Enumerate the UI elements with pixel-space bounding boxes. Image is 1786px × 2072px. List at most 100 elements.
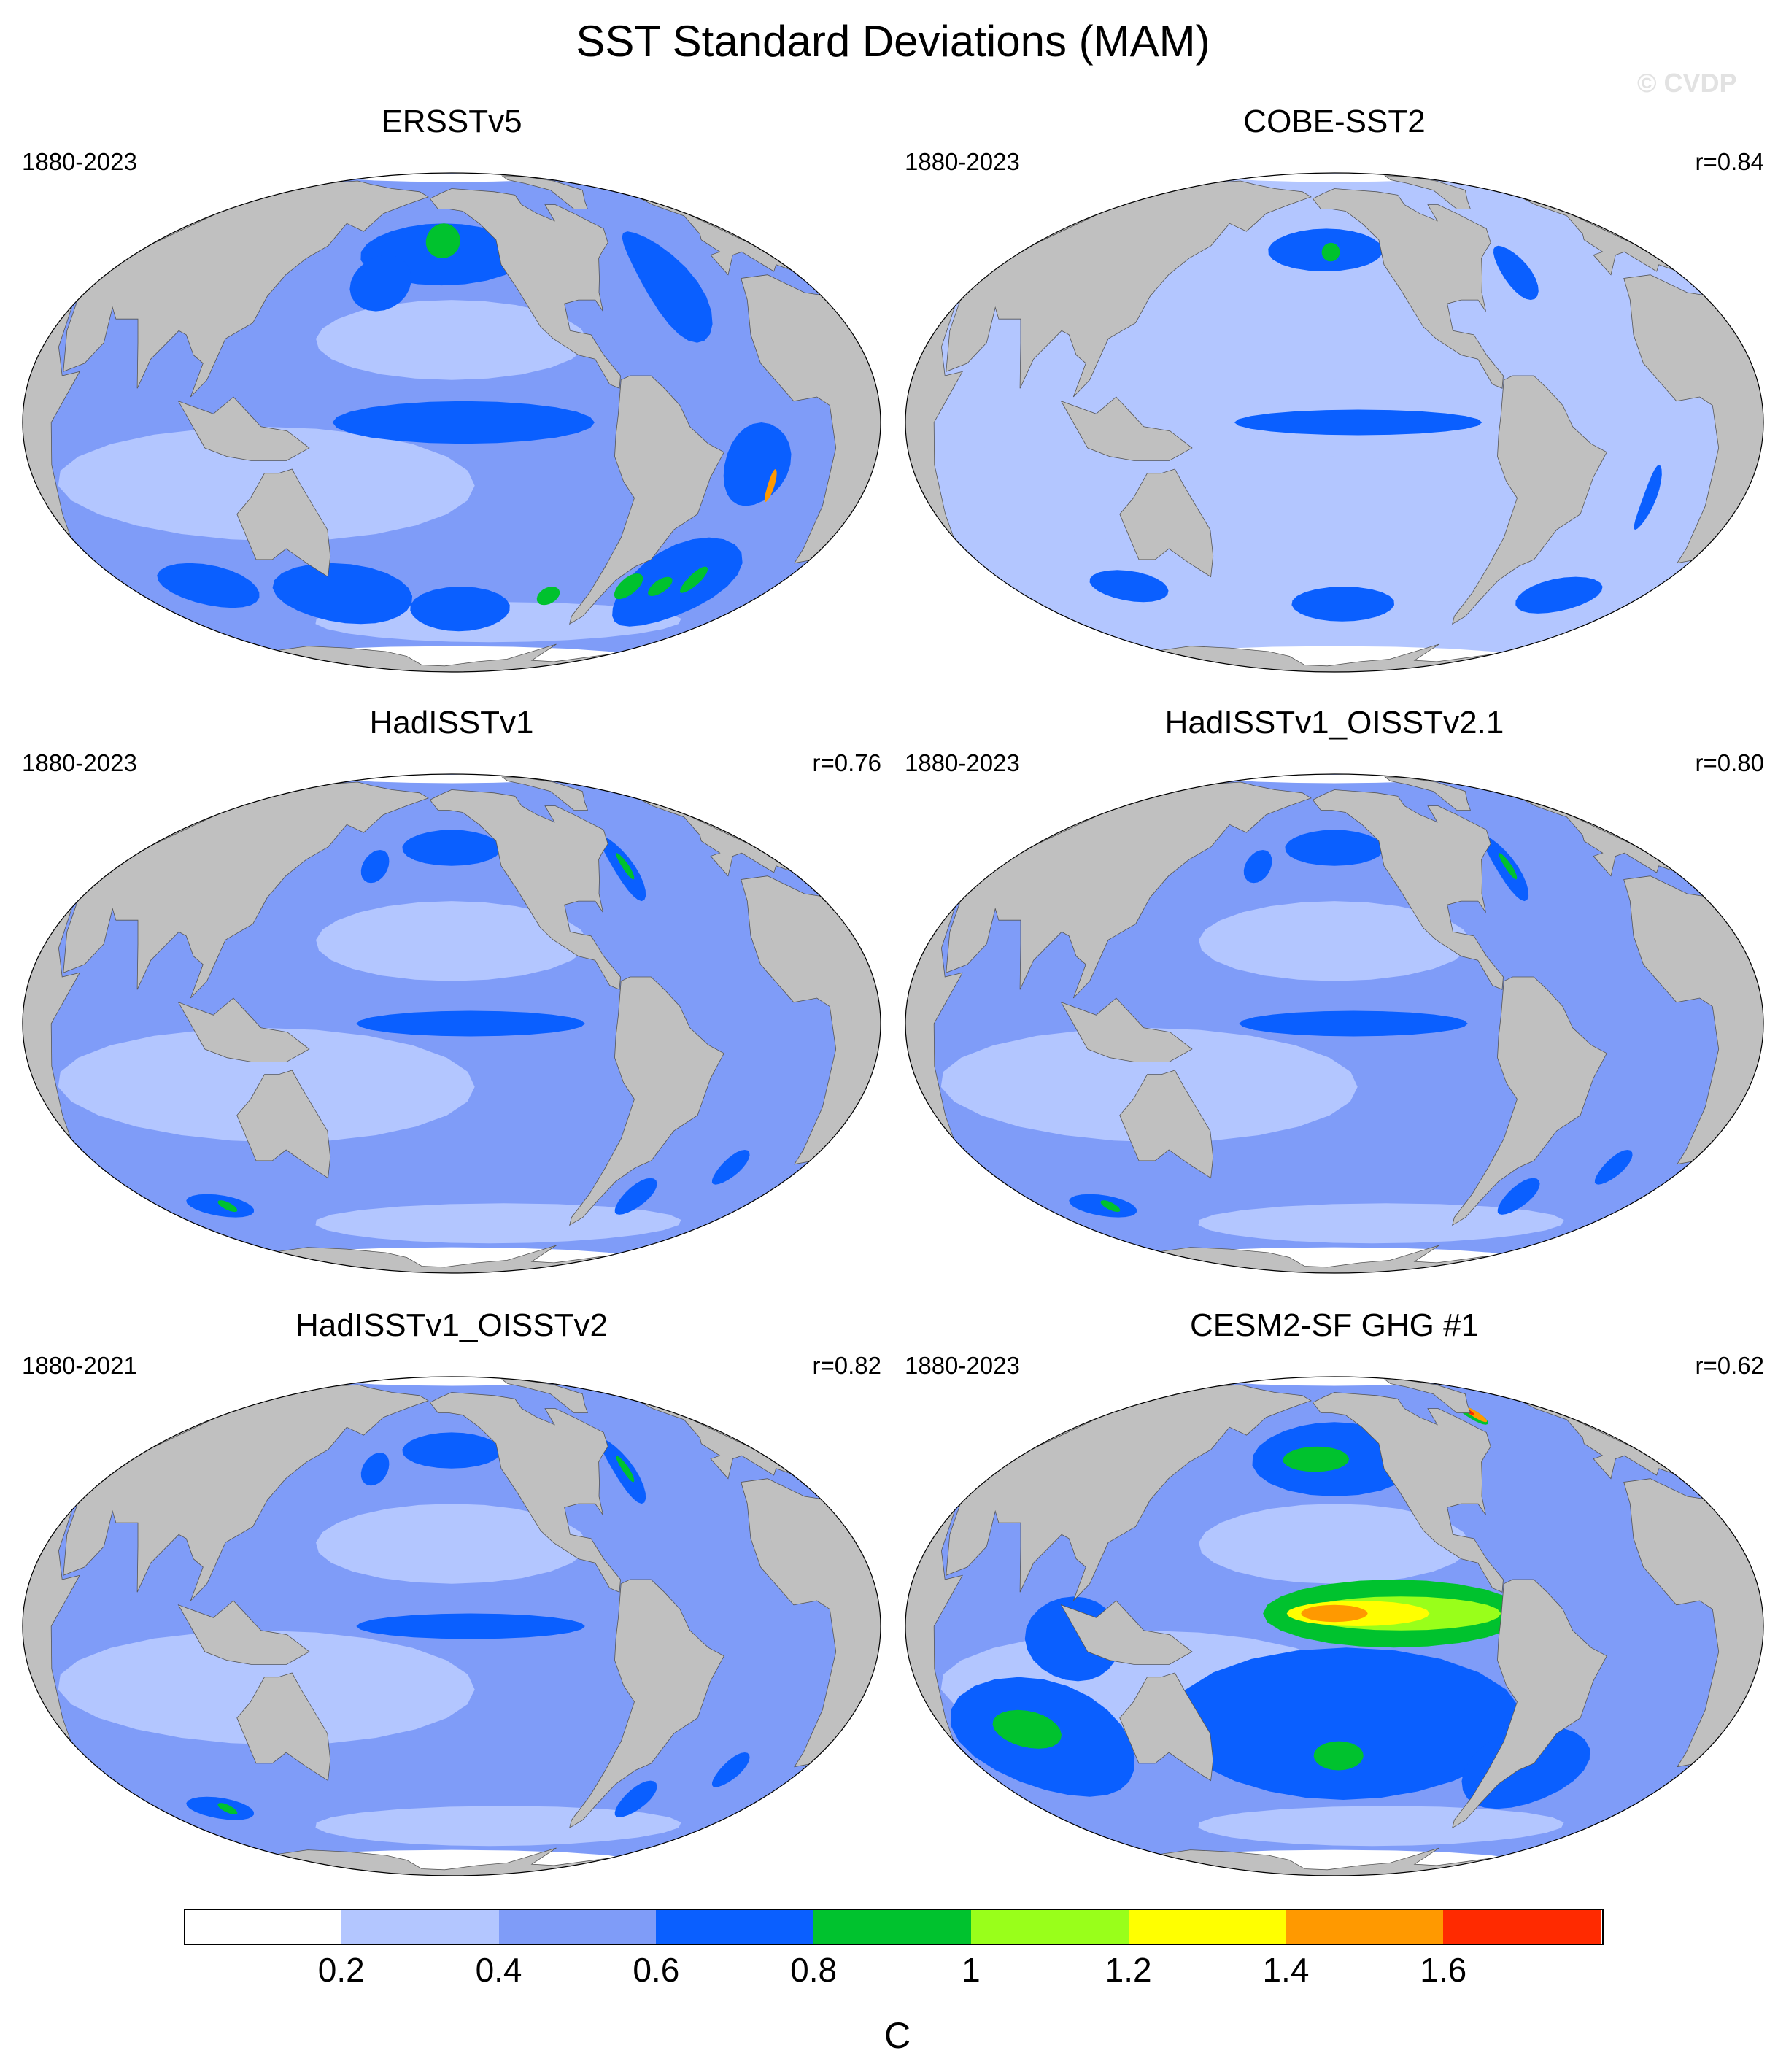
contour-region-7 (992, 1709, 1062, 1749)
contour-region-4 (1497, 1178, 1540, 1215)
contour-region-0 (356, 1613, 585, 1639)
panel-correlation: r=0.84 (1695, 148, 1765, 175)
colorbar-tick-label: 0.8 (790, 1951, 838, 1989)
figure-title: SST Standard Deviations (MAM) (576, 17, 1210, 66)
low-sd-band-pacific (1199, 1504, 1470, 1584)
world-map (22, 1376, 881, 1876)
contour-region-6 (1243, 850, 1272, 884)
contour-region-7 (1321, 242, 1340, 262)
map-panel-hadisstv1: HadISSTv1 1880-2023 r=0.76 (18, 703, 886, 1280)
land-namerica (1312, 188, 1504, 389)
land-indonesia (177, 1600, 310, 1665)
land-samerica (569, 976, 724, 1226)
colorbar-tick-label: 1.2 (1105, 1951, 1152, 1989)
contour-region-0 (1234, 409, 1482, 436)
low-sd-band-southern (315, 1203, 681, 1244)
contour-region-8 (1499, 853, 1518, 880)
low-sd-band-pacific (1199, 300, 1470, 380)
panel-years: 1880-2021 (22, 1352, 137, 1379)
world-map (905, 172, 1764, 673)
low-sd-band-southern (1198, 602, 1564, 643)
contour-region-1 (402, 1432, 501, 1469)
land-indonesia (1060, 396, 1193, 461)
contour-region-9 (217, 1200, 238, 1213)
land-asia (63, 781, 429, 999)
land-samerica (569, 1579, 724, 1829)
contour-region-2 (598, 1437, 646, 1504)
map-panel-cesm2-sf-ghg-1: CESM2-SF GHG #1 1880-2023 r=0.62 (900, 1306, 1768, 1882)
land-samerica (569, 375, 724, 625)
land-indonesia (1060, 997, 1193, 1062)
contour-region-10 (614, 573, 643, 600)
contour-region-2 (612, 537, 743, 627)
land-greenland (1587, 1379, 1763, 1413)
world-map (22, 773, 881, 1274)
land-australia (1119, 1070, 1214, 1179)
contour-region-6 (1283, 1446, 1350, 1472)
colorbar-segment (1443, 1909, 1601, 1945)
land-greenland (704, 1379, 881, 1413)
colorbar-frame (184, 1909, 1604, 1945)
land-australia (1119, 1672, 1214, 1782)
low-sd-band-southern (1198, 1203, 1564, 1244)
contour-region-0 (1170, 1647, 1521, 1800)
contour-region-6 (360, 850, 390, 884)
panel-correlation: r=0.76 (812, 749, 882, 776)
globe-outline (22, 172, 881, 673)
contour-region-9 (1100, 1200, 1121, 1213)
colorbar-tick-label: 0.6 (633, 1951, 680, 1989)
contour-region-5 (1493, 245, 1539, 301)
contour-region-6 (360, 1453, 390, 1486)
contour-region-11 (648, 576, 673, 596)
land-samerica (1452, 976, 1607, 1226)
contour-region-7 (622, 231, 713, 343)
map-panel-hadisstv1-oisstv21: HadISSTv1_OISSTv2.1 1880-2023 r=0.80 (900, 703, 1768, 1280)
low-sd-band-pacific (316, 901, 587, 981)
panel-title: COBE-SST2 (1243, 104, 1426, 139)
contour-region-16 (764, 469, 777, 503)
contour-region-1 (1285, 830, 1384, 866)
world-map (22, 172, 881, 673)
panel-correlation: r=0.62 (1695, 1352, 1765, 1379)
low-sd-band-southern (315, 602, 681, 643)
world-map (905, 773, 1764, 1274)
low-sd-band-subtropics (1176, 456, 1493, 552)
contour-region-1 (410, 587, 510, 632)
panel-correlation: r=0.80 (1695, 749, 1765, 776)
colorbar (184, 1909, 1604, 1945)
globe-outline (22, 773, 881, 1274)
panel-title: HadISSTv1_OISSTv2 (295, 1307, 608, 1343)
contour-region-0 (272, 563, 413, 625)
contour-region-1 (402, 830, 501, 866)
cvdp-watermark: © CVDP (1637, 68, 1737, 98)
colorbar-segment (1286, 1909, 1444, 1945)
contour-region-6 (349, 255, 411, 312)
panel-years: 1880-2023 (905, 749, 1020, 776)
panel-years: 1880-2023 (905, 148, 1020, 175)
panel-years: 1880-2023 (22, 749, 137, 776)
map-panel-ersstv5: ERSSTv5 1880-2023 (18, 102, 886, 679)
low-sd-band-southern (315, 1806, 681, 1847)
land-asia (63, 180, 429, 398)
globe-outline (22, 1376, 881, 1876)
contour-region-12 (1301, 1604, 1368, 1623)
low-sd-band-southern (1198, 1806, 1564, 1847)
contour-region-3 (186, 1796, 254, 1820)
land-namerica (429, 789, 621, 990)
land-samerica (1452, 1579, 1607, 1829)
colorbar-tick-label: 1.4 (1262, 1951, 1310, 1989)
contour-region-12 (679, 566, 708, 593)
map-panel-hadisstv1-oisstv2: HadISSTv1_OISSTv2 1880-2021 r=0.82 (18, 1306, 886, 1882)
map-panel-cobe-sst2: COBE-SST2 1880-2023 r=0.84 (900, 102, 1768, 679)
contour-region-2 (1291, 587, 1394, 622)
contour-region-4 (614, 1780, 657, 1817)
contour-region-9 (217, 1803, 238, 1815)
land-namerica (429, 188, 621, 389)
land-asia (63, 1384, 429, 1601)
land-asia (946, 1384, 1312, 1601)
contour-region-3 (186, 1194, 254, 1218)
contour-region-0 (1239, 1010, 1468, 1037)
panel-years: 1880-2023 (22, 148, 137, 175)
low-sd-band-pacific (316, 300, 587, 380)
panel-title: HadISSTv1_OISSTv2.1 (1164, 705, 1504, 741)
